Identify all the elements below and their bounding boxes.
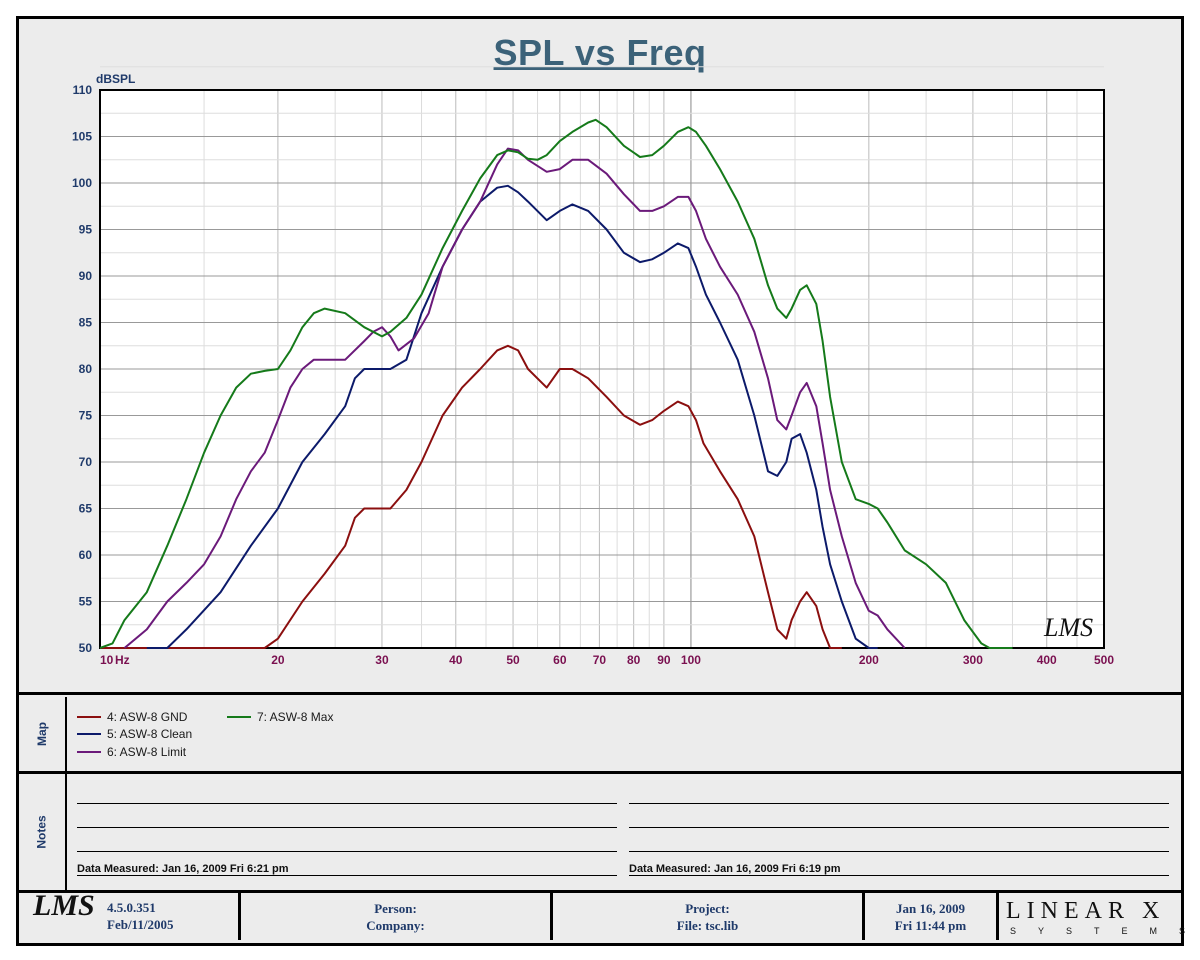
legend-item-max: 7: ASW-8 Max bbox=[227, 710, 333, 724]
y-tick-label: 85 bbox=[79, 316, 93, 330]
legend-item-clean: 5: ASW-8 Clean bbox=[77, 727, 192, 741]
lms-logo: LMS bbox=[33, 889, 95, 922]
footer-project-cell: Project: File: tsc.lib bbox=[553, 893, 865, 940]
legend-item-gnd: 4: ASW-8 GND bbox=[77, 710, 187, 724]
x-tick-label: 90 bbox=[657, 653, 671, 667]
y-axis-label: dBSPL bbox=[96, 72, 135, 86]
legend-swatch bbox=[227, 716, 251, 718]
divider bbox=[19, 771, 1181, 774]
x-tick-label: 70 bbox=[593, 653, 607, 667]
series-line-6 bbox=[123, 147, 906, 649]
legend-label: 5: ASW-8 Clean bbox=[107, 727, 193, 741]
x-unit-label: Hz bbox=[115, 653, 130, 667]
y-tick-label: 95 bbox=[79, 223, 93, 237]
y-tick-label: 90 bbox=[79, 269, 93, 283]
note-line bbox=[77, 875, 617, 876]
y-tick-label: 55 bbox=[79, 595, 93, 609]
note-line bbox=[629, 827, 1169, 828]
legend-label: 7: ASW-8 Max bbox=[257, 710, 334, 724]
legend-swatch bbox=[77, 716, 101, 718]
y-tick-label: 75 bbox=[79, 409, 93, 423]
linearx-logo: LINEAR X SYSTEMS bbox=[1004, 896, 1185, 938]
note-line bbox=[77, 827, 617, 828]
note-line bbox=[629, 875, 1169, 876]
legend-swatch bbox=[77, 751, 101, 753]
note-line bbox=[77, 851, 617, 852]
plot-border bbox=[99, 89, 1105, 649]
series-line-5 bbox=[146, 184, 878, 649]
file-label: File: tsc.lib bbox=[676, 917, 739, 933]
legend-item-limit: 6: ASW-8 Limit bbox=[77, 745, 186, 759]
footer-bar: LMS 4.5.0.351 Feb/11/2005 Person: Compan… bbox=[19, 889, 1181, 940]
x-tick-label: 40 bbox=[449, 653, 463, 667]
footer-person-cell: Person: Company: bbox=[241, 893, 553, 940]
note-measured-left: Data Measured: Jan 16, 2009 Fri 6:21 pm bbox=[77, 863, 289, 875]
series-line-4 bbox=[100, 344, 842, 649]
footer-date: Jan 16, 2009 bbox=[896, 900, 965, 916]
y-tick-label: 60 bbox=[79, 548, 93, 562]
x-tick-label: 60 bbox=[553, 653, 567, 667]
divider bbox=[19, 692, 1181, 695]
company-label: Company: bbox=[366, 917, 425, 933]
x-tick-label: 10 bbox=[100, 653, 114, 667]
y-tick-label: 70 bbox=[79, 455, 93, 469]
note-line bbox=[629, 851, 1169, 852]
linearx-brand: LINEAR X bbox=[1006, 898, 1166, 924]
legend-panel: Map 4: ASW-8 GND 5: ASW-8 Clean 6: ASW-8… bbox=[19, 697, 1181, 771]
note-line bbox=[77, 803, 617, 804]
note-measured-right: Data Measured: Jan 16, 2009 Fri 6:19 pm bbox=[629, 863, 841, 875]
legend-label: 6: ASW-8 Limit bbox=[107, 745, 187, 759]
version-number: 4.5.0.351 bbox=[107, 900, 156, 915]
footer-date-cell: Jan 16, 2009 Fri 11:44 pm bbox=[865, 893, 999, 940]
footer-time: Fri 11:44 pm bbox=[894, 917, 967, 933]
y-tick-label: 65 bbox=[79, 502, 93, 516]
series-line-7 bbox=[99, 118, 1013, 649]
legend-swatch bbox=[77, 733, 101, 735]
y-tick-label: 50 bbox=[79, 641, 93, 655]
x-tick-label: 400 bbox=[1037, 653, 1057, 667]
chart-title: SPL vs Freq bbox=[493, 32, 707, 73]
notes-label: Notes bbox=[19, 774, 67, 890]
project-label: Project: bbox=[685, 900, 730, 916]
x-tick-label: 300 bbox=[963, 653, 983, 667]
linearx-sub: SYSTEMS bbox=[1010, 926, 1200, 936]
legend-label: 4: ASW-8 GND bbox=[107, 710, 188, 724]
y-tick-label: 80 bbox=[79, 362, 93, 376]
x-tick-label: 50 bbox=[506, 653, 520, 667]
person-label: Person: bbox=[374, 900, 417, 916]
y-tick-label: 105 bbox=[72, 130, 92, 144]
lms-watermark: LMS bbox=[1043, 613, 1093, 642]
y-tick-label: 110 bbox=[73, 83, 93, 97]
x-tick-label: 100 bbox=[681, 653, 701, 667]
note-line bbox=[629, 803, 1169, 804]
version-date: Feb/11/2005 bbox=[107, 917, 174, 932]
x-tick-label: 30 bbox=[375, 653, 389, 667]
footer-version-cell: LMS 4.5.0.351 Feb/11/2005 bbox=[19, 889, 241, 940]
x-tick-label: 20 bbox=[271, 653, 285, 667]
map-label: Map bbox=[19, 697, 67, 771]
y-tick-label: 100 bbox=[72, 176, 92, 190]
spl-chart: 110 105 100 95 90 85 80 75 70 65 60 55 50 dBSPL 10 20 30… bbox=[72, 66, 1114, 667]
notes-panel: Notes Data Measured: Jan 16, 2009 Fri 6:… bbox=[19, 774, 1181, 890]
divider bbox=[19, 890, 1181, 893]
x-tick-label: 200 bbox=[859, 653, 879, 667]
x-tick-label: 80 bbox=[627, 653, 641, 667]
x-tick-label: 500 bbox=[1094, 653, 1114, 667]
